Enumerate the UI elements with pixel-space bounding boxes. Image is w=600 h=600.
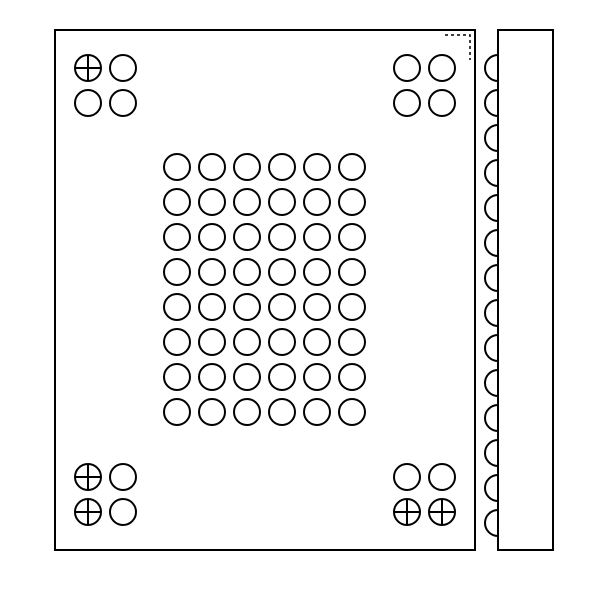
grid-ball-r2-c0 [164, 224, 190, 250]
side-ball-13 [485, 510, 498, 536]
grid-ball-r1-c3 [269, 189, 295, 215]
side-ball-10 [485, 405, 498, 431]
grid-ball-r2-c2 [234, 224, 260, 250]
grid-ball-r3-c0 [164, 259, 190, 285]
grid-ball-r7-c5 [339, 399, 365, 425]
corner-ball-top-left-3 [110, 90, 136, 116]
side-ball-0 [485, 55, 498, 81]
grid-ball-r3-c4 [304, 259, 330, 285]
grid-ball-r7-c3 [269, 399, 295, 425]
side-ball-3 [485, 160, 498, 186]
grid-ball-r0-c1 [199, 154, 225, 180]
grid-ball-r5-c1 [199, 329, 225, 355]
side-ball-4 [485, 195, 498, 221]
corner-ball-top-left-2 [75, 90, 101, 116]
grid-ball-r2-c4 [304, 224, 330, 250]
grid-ball-r5-c4 [304, 329, 330, 355]
main-body [55, 30, 475, 550]
grid-ball-r2-c3 [269, 224, 295, 250]
grid-ball-r5-c5 [339, 329, 365, 355]
grid-ball-r7-c0 [164, 399, 190, 425]
grid-ball-r6-c3 [269, 364, 295, 390]
grid-ball-r1-c1 [199, 189, 225, 215]
corner-ball-bottom-right-1 [429, 464, 455, 490]
grid-ball-r6-c2 [234, 364, 260, 390]
corner-ball-top-right-2 [394, 90, 420, 116]
grid-ball-r4-c1 [199, 294, 225, 320]
grid-ball-r7-c4 [304, 399, 330, 425]
grid-ball-r4-c0 [164, 294, 190, 320]
corner-ball-bottom-left-1 [110, 464, 136, 490]
side-ball-1 [485, 90, 498, 116]
grid-ball-r6-c5 [339, 364, 365, 390]
grid-ball-r3-c5 [339, 259, 365, 285]
corner-ball-top-left-1 [110, 55, 136, 81]
grid-ball-r3-c1 [199, 259, 225, 285]
side-ball-9 [485, 370, 498, 396]
grid-ball-r4-c4 [304, 294, 330, 320]
grid-ball-r0-c2 [234, 154, 260, 180]
grid-ball-r6-c0 [164, 364, 190, 390]
grid-ball-r1-c0 [164, 189, 190, 215]
grid-ball-r0-c4 [304, 154, 330, 180]
grid-ball-r4-c5 [339, 294, 365, 320]
side-ball-2 [485, 125, 498, 151]
corner-ball-top-right-1 [429, 55, 455, 81]
grid-ball-r5-c0 [164, 329, 190, 355]
side-ball-5 [485, 230, 498, 256]
grid-ball-r1-c5 [339, 189, 365, 215]
grid-ball-r0-c5 [339, 154, 365, 180]
corner-ball-bottom-right-0 [394, 464, 420, 490]
grid-ball-r1-c4 [304, 189, 330, 215]
grid-ball-r6-c4 [304, 364, 330, 390]
grid-ball-r1-c2 [234, 189, 260, 215]
side-ball-7 [485, 300, 498, 326]
grid-ball-r7-c2 [234, 399, 260, 425]
grid-ball-r0-c3 [269, 154, 295, 180]
side-ball-8 [485, 335, 498, 361]
corner-ball-top-right-0 [394, 55, 420, 81]
side-ball-11 [485, 440, 498, 466]
grid-ball-r0-c0 [164, 154, 190, 180]
grid-ball-r7-c1 [199, 399, 225, 425]
grid-ball-r4-c2 [234, 294, 260, 320]
grid-ball-r2-c5 [339, 224, 365, 250]
grid-ball-r5-c2 [234, 329, 260, 355]
side-view-body [498, 30, 553, 550]
grid-ball-r3-c2 [234, 259, 260, 285]
grid-ball-r6-c1 [199, 364, 225, 390]
side-ball-12 [485, 475, 498, 501]
bga-package-diagram [0, 0, 600, 600]
corner-ball-bottom-left-3 [110, 499, 136, 525]
grid-ball-r3-c3 [269, 259, 295, 285]
side-ball-6 [485, 265, 498, 291]
corner-ball-top-right-3 [429, 90, 455, 116]
grid-ball-r4-c3 [269, 294, 295, 320]
grid-ball-r5-c3 [269, 329, 295, 355]
grid-ball-r2-c1 [199, 224, 225, 250]
